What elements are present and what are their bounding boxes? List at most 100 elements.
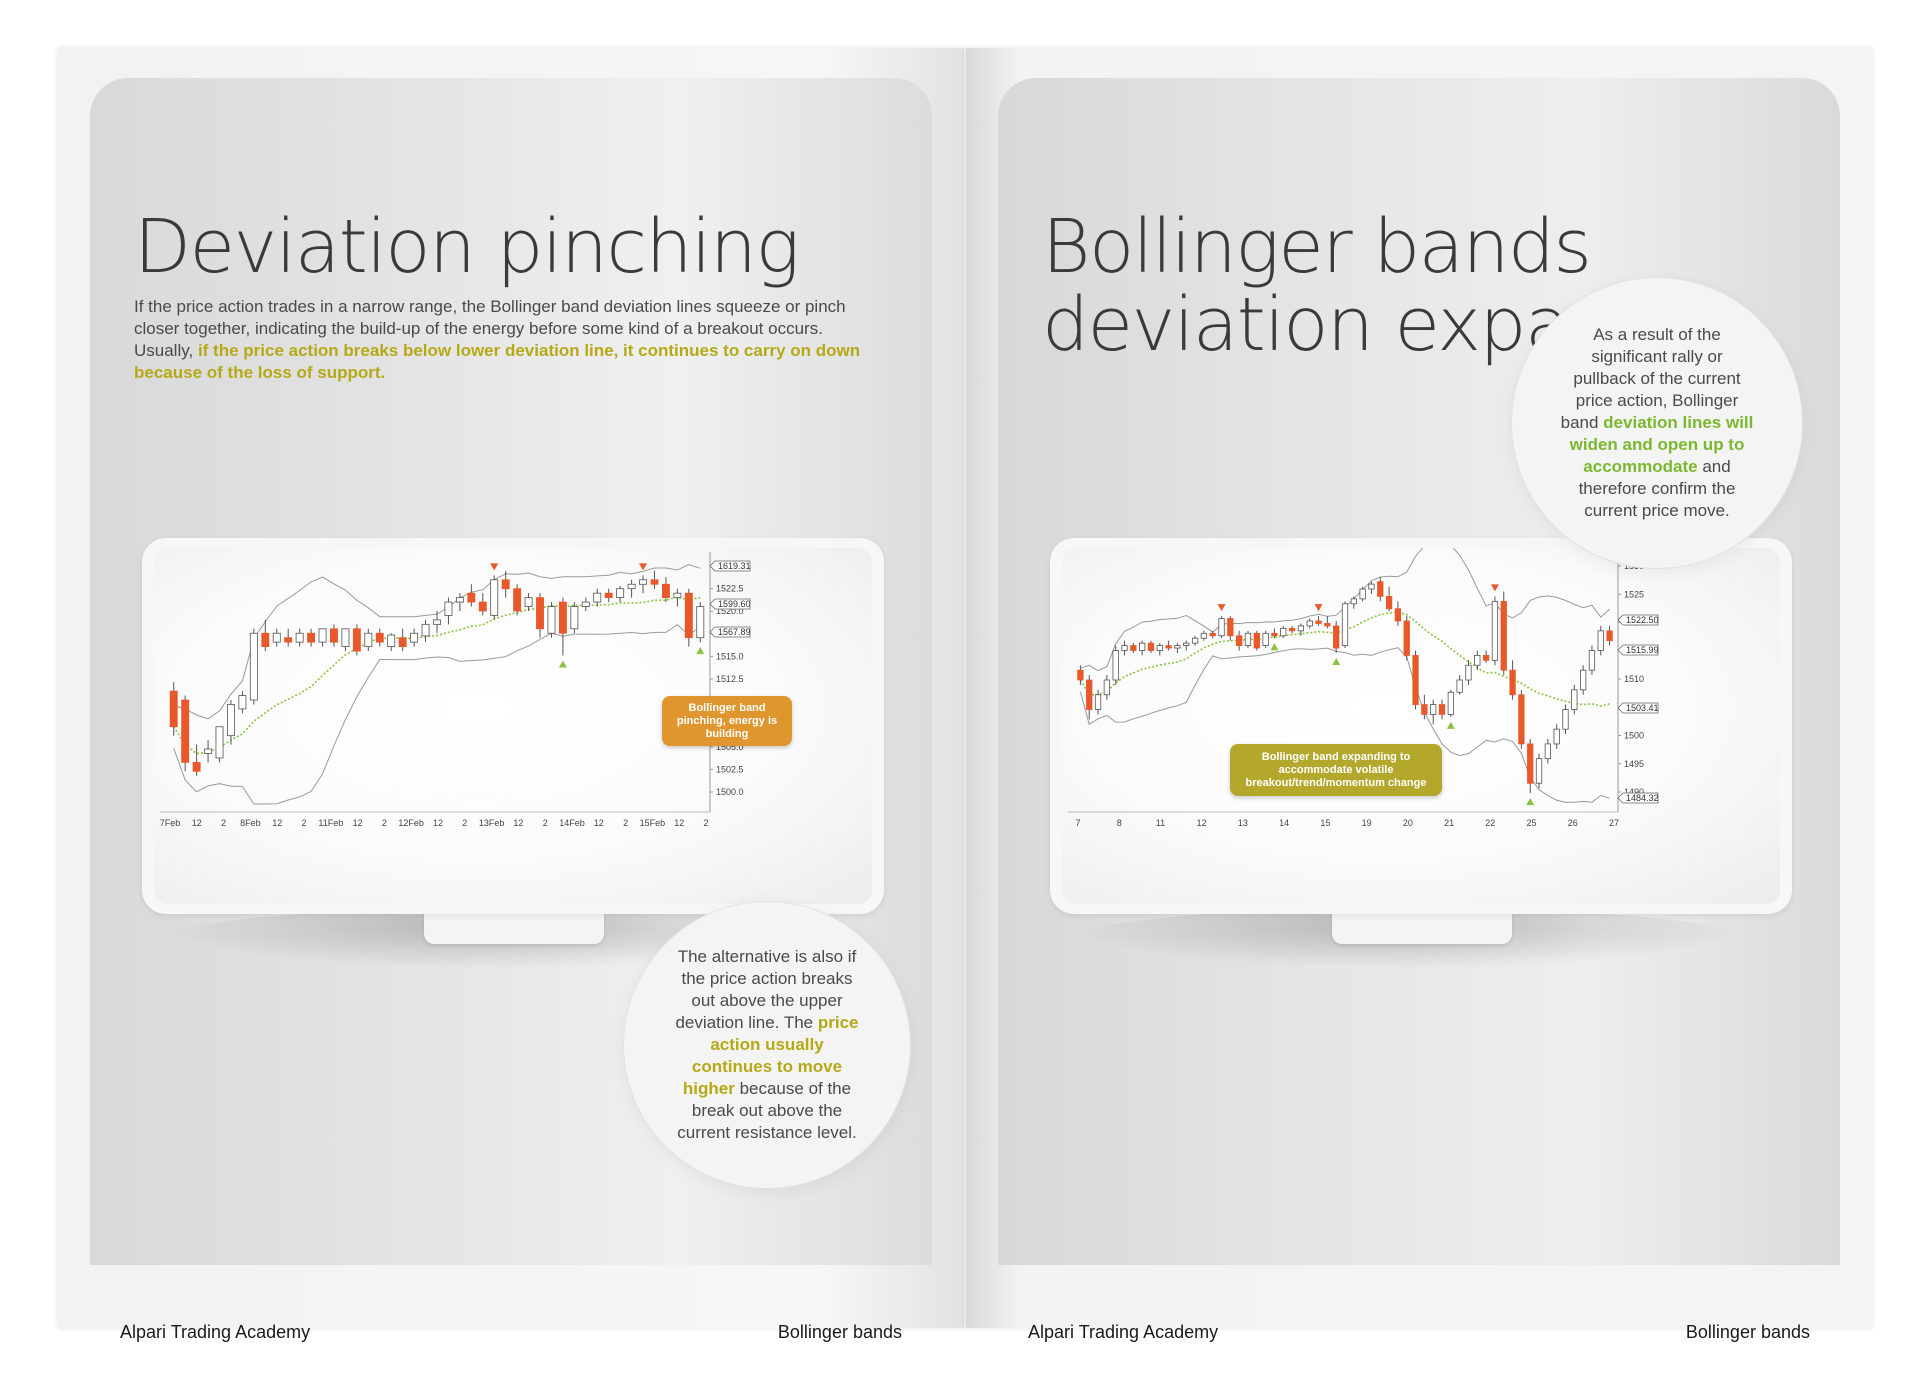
candle xyxy=(1200,630,1208,641)
right-monitor: 1530152515201515151015051500149514907811… xyxy=(1050,538,1792,914)
price-flag: 1484.32 xyxy=(1617,792,1659,804)
bearish-candle-body xyxy=(181,699,190,763)
candle xyxy=(1377,576,1384,602)
right-monitor-stand xyxy=(1332,910,1512,944)
candle xyxy=(524,593,533,611)
bullish-candle-body xyxy=(1474,655,1481,666)
price-flag-label: 1522.50 xyxy=(1626,615,1659,625)
candle xyxy=(1333,621,1340,653)
candle xyxy=(341,628,350,652)
time-tick-label: 8Feb xyxy=(240,818,261,828)
candle xyxy=(1341,601,1349,649)
left-info-bubble: The alternative is also if the price act… xyxy=(624,902,910,1188)
lower-deviation-band xyxy=(173,623,701,805)
candle xyxy=(318,628,327,647)
candle xyxy=(1394,601,1402,626)
buy-arrow-marker xyxy=(696,647,705,655)
candle xyxy=(421,619,430,643)
candle xyxy=(1597,625,1604,656)
bearish-candle-body xyxy=(650,579,659,585)
candle xyxy=(444,597,453,625)
time-tick-label: 15 xyxy=(1320,818,1330,828)
candle xyxy=(1412,650,1419,710)
candle xyxy=(295,628,304,647)
price-flag-box xyxy=(1617,644,1659,656)
candle xyxy=(169,682,178,736)
price-tick-label: 1502.5 xyxy=(716,764,744,774)
candle xyxy=(387,633,396,652)
right-footer-brand: Alpari Trading Academy xyxy=(1028,1322,1219,1342)
price-tick-label: 1525 xyxy=(1624,589,1644,599)
time-tick-label: 2 xyxy=(703,818,708,828)
left-bubble-before: The alternative is also if the price act… xyxy=(675,947,857,1032)
bearish-candle-body xyxy=(1421,704,1428,715)
bullish-candle-body xyxy=(1174,645,1181,649)
right-candlestick-chart: 1530152515201515151015051500149514907811… xyxy=(1068,548,1659,828)
candle xyxy=(1183,640,1190,651)
candle xyxy=(467,584,476,607)
price-flag: 1522.50 xyxy=(1617,614,1659,626)
buy-arrow-marker xyxy=(1332,657,1341,665)
price-flag-box xyxy=(1617,702,1659,714)
time-tick-label: 7 xyxy=(1075,818,1080,828)
bullish-candle-body xyxy=(1297,625,1305,632)
bullish-candle-body xyxy=(1156,645,1163,651)
bearish-candle-body xyxy=(1227,618,1234,637)
time-tick-label: 27 xyxy=(1609,818,1619,828)
left-intro-highlight: if the price action breaks below lower d… xyxy=(134,341,861,382)
price-flag-label: 1567.89 xyxy=(718,627,751,637)
bullish-candle-body xyxy=(696,606,705,639)
sell-arrow-marker xyxy=(1314,604,1323,612)
candle xyxy=(238,691,247,714)
right-content-panel: Bollinger bands deviation expansion 1530… xyxy=(998,78,1840,1265)
price-tick-label: 1522.5 xyxy=(716,584,744,594)
candle xyxy=(604,588,613,603)
price-flag-box xyxy=(709,598,751,610)
bearish-candle-body xyxy=(307,632,316,643)
left-footer-brand: Alpari Trading Academy xyxy=(120,1322,311,1342)
bullish-candle-body xyxy=(1491,600,1499,661)
bullish-candle-body xyxy=(547,606,556,634)
bullish-candle-body xyxy=(1306,620,1313,627)
bearish-candle-body xyxy=(1377,581,1384,597)
candle xyxy=(1262,630,1269,649)
candle xyxy=(1474,650,1481,671)
right-info-bubble: As a result of the significant rally or … xyxy=(1512,278,1802,568)
bullish-candle-body xyxy=(593,592,602,603)
bearish-candle-body xyxy=(1500,600,1507,671)
candle xyxy=(192,744,201,776)
bullish-candle-body xyxy=(444,601,453,616)
bearish-candle-body xyxy=(536,597,544,630)
candle xyxy=(1271,628,1278,639)
candle xyxy=(1579,665,1587,695)
candle xyxy=(1086,675,1093,720)
candle xyxy=(410,628,419,647)
price-flag-box xyxy=(1617,792,1659,804)
price-flag-label: 1599.60 xyxy=(718,599,751,609)
bullish-candle-body xyxy=(1218,618,1225,637)
time-tick-label: 26 xyxy=(1568,818,1578,828)
bullish-candle-body xyxy=(1139,642,1146,651)
bullish-candle-body xyxy=(1447,691,1454,715)
bearish-candle-body xyxy=(1527,743,1534,784)
price-tick-label: 1510 xyxy=(1624,674,1644,684)
bullish-candle-body xyxy=(1094,694,1102,710)
bullish-candle-body xyxy=(627,583,636,590)
bearish-candle-body xyxy=(1482,655,1490,661)
price-tick-label: 1515.0 xyxy=(716,651,744,661)
candle xyxy=(1368,581,1375,594)
time-tick-label: 2 xyxy=(543,818,548,828)
price-flag-label: 1515.99 xyxy=(1626,645,1659,655)
bullish-candle-body xyxy=(433,619,441,625)
bullish-candle-body xyxy=(1562,709,1569,730)
candle xyxy=(1562,704,1569,735)
candle xyxy=(1306,618,1313,629)
candle xyxy=(1518,689,1525,749)
middle-band xyxy=(1079,611,1610,708)
sell-arrow-marker xyxy=(1490,584,1499,592)
sell-arrow-marker xyxy=(1217,604,1226,612)
bearish-candle-body xyxy=(1394,608,1402,622)
candle xyxy=(1174,643,1181,653)
time-tick-label: 2 xyxy=(221,818,226,828)
bullish-candle-body xyxy=(490,579,499,616)
